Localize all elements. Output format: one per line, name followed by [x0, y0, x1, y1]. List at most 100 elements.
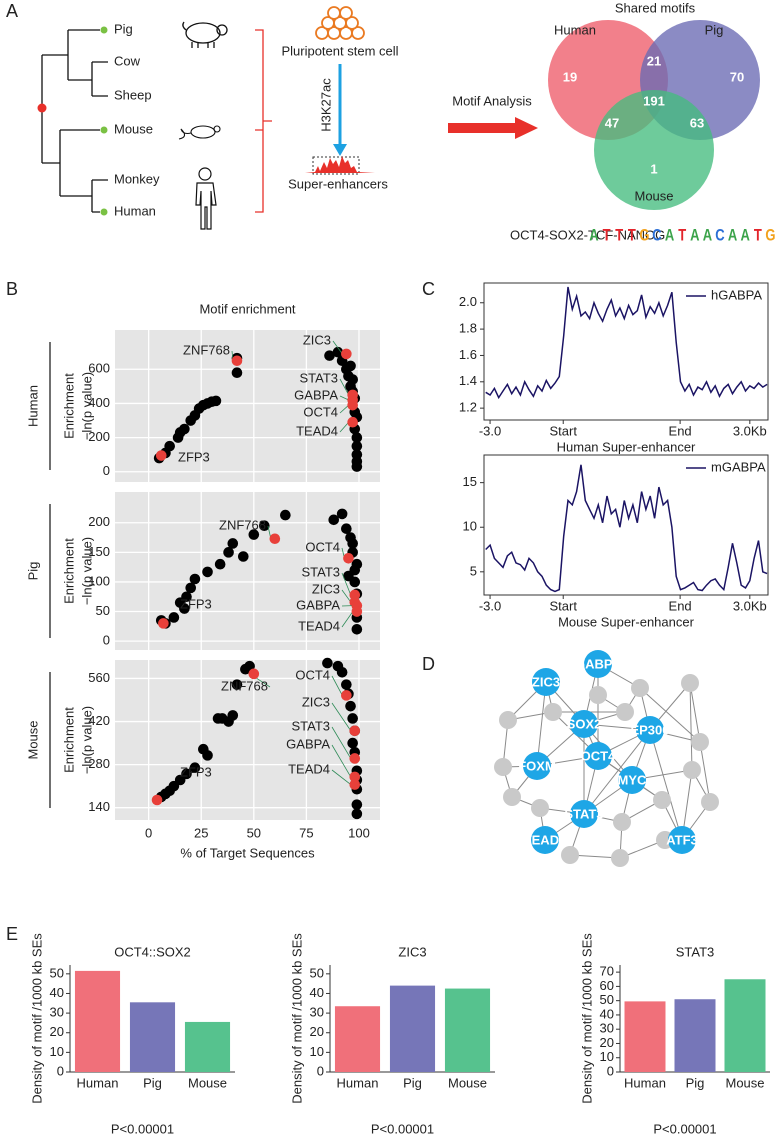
point	[231, 355, 243, 367]
species-label: Pig	[25, 562, 40, 581]
leader-line	[341, 572, 352, 596]
x-axis-label: Human Super-enhancer	[557, 439, 696, 454]
leader-line	[331, 675, 343, 696]
point-label: OCT4	[303, 404, 338, 419]
y-tick-label: 30	[600, 1021, 614, 1036]
network-node	[653, 791, 671, 809]
point	[248, 668, 260, 680]
bar	[724, 979, 766, 1072]
node-label: ATF3	[666, 832, 698, 847]
logo-letter: G	[639, 227, 649, 245]
x-tick-label: Mouse	[725, 1075, 764, 1090]
species-label: Pig	[114, 21, 133, 36]
leader-line	[339, 378, 350, 396]
bracket	[255, 29, 272, 213]
logo-letter: C	[652, 227, 662, 245]
bar	[444, 988, 491, 1072]
venn-count: 19	[563, 69, 577, 84]
node-label: GABPA	[575, 656, 622, 671]
x-tick-label: 100	[348, 825, 370, 840]
chart-title: STAT3	[676, 944, 715, 959]
y-tick-label: 150	[88, 544, 110, 559]
y-tick-label: 40	[50, 985, 64, 1000]
point-label: TEAD4	[296, 423, 338, 438]
point	[202, 750, 213, 761]
network-edge	[649, 729, 683, 841]
point	[202, 566, 213, 578]
x-tick-label: -3.0	[479, 598, 501, 613]
x-tick-label: Human	[624, 1075, 666, 1090]
y-tick-label: 5	[470, 563, 477, 578]
node-label: MYC	[618, 772, 648, 787]
network-node	[616, 703, 634, 721]
point-label: ZIC3	[303, 332, 331, 347]
point	[351, 623, 363, 635]
point-label: ZIC3	[302, 694, 330, 709]
y-axis-label: Enrichment	[61, 373, 76, 439]
network-node	[613, 813, 631, 831]
y-tick-label: 200	[88, 514, 110, 529]
legend-label: mGABPA	[711, 459, 766, 474]
species-dot	[100, 126, 108, 134]
point	[168, 612, 180, 623]
species-label: Mouse	[25, 720, 40, 759]
y-axis-label: Density of motif /1000 kb SEs	[289, 933, 304, 1104]
y-axis-label: −ln(p value)	[79, 706, 94, 774]
chart-title: Motif enrichment	[199, 301, 295, 316]
network-node	[561, 846, 579, 864]
network-node	[531, 826, 559, 854]
line	[485, 464, 768, 593]
logo-letter: C	[715, 227, 725, 245]
species-label: Cow	[114, 53, 141, 68]
network-edge	[639, 687, 701, 743]
network-edge	[689, 682, 701, 743]
venn-count: 191	[643, 93, 665, 108]
y-tick-label: 10	[310, 1044, 324, 1059]
x-tick-label: Start	[549, 598, 577, 613]
point	[351, 606, 363, 617]
point	[322, 657, 333, 669]
y-tick-label: 20	[50, 1024, 64, 1039]
logo-letter: A	[703, 227, 713, 245]
y-tick-label: 100	[88, 573, 110, 588]
venn-count: 1	[650, 161, 657, 176]
analysis-label: Motif Analysis	[452, 93, 532, 108]
y-tick-label: 50	[310, 965, 324, 980]
p-value-note: P<0.00001	[653, 1121, 716, 1136]
cell-label: Pluripotent stem cell	[281, 43, 398, 58]
point-label: OCT4	[305, 539, 340, 554]
mouse-icon	[178, 125, 221, 140]
point	[324, 350, 335, 361]
logo-letter: G	[765, 227, 775, 245]
phylogenetic-tree	[41, 29, 108, 213]
leader-line	[331, 769, 352, 785]
y-tick-label: 0	[607, 1063, 614, 1078]
leader-line	[332, 340, 343, 355]
y-tick-label: 1.6	[459, 347, 477, 362]
panel-label: A	[6, 1, 18, 21]
point	[189, 573, 201, 585]
point	[237, 551, 249, 562]
leader-line	[341, 611, 354, 628]
panel-label: C	[422, 279, 435, 299]
point-label: ZNF768	[219, 517, 266, 532]
network-node	[681, 674, 699, 692]
y-tick-label: 50	[600, 992, 614, 1007]
point	[227, 710, 239, 721]
point-label: ZFP3	[180, 764, 212, 779]
p-value-note: P<0.00001	[371, 1121, 434, 1136]
y-tick-label: 40	[600, 1006, 614, 1021]
point-label: GABPA	[294, 387, 338, 402]
network-node	[570, 710, 598, 738]
motif-name: OCT4-SOX2-TCF-NANOG	[510, 227, 665, 242]
point-label: ZFP3	[180, 596, 212, 611]
point-label: GABPA	[286, 736, 330, 751]
point	[231, 367, 243, 378]
point	[223, 547, 234, 558]
point	[351, 808, 363, 820]
y-tick-label: 60	[600, 978, 614, 993]
point	[248, 529, 260, 540]
point	[347, 737, 358, 749]
leader-line	[331, 726, 352, 759]
network-edge	[536, 681, 547, 767]
